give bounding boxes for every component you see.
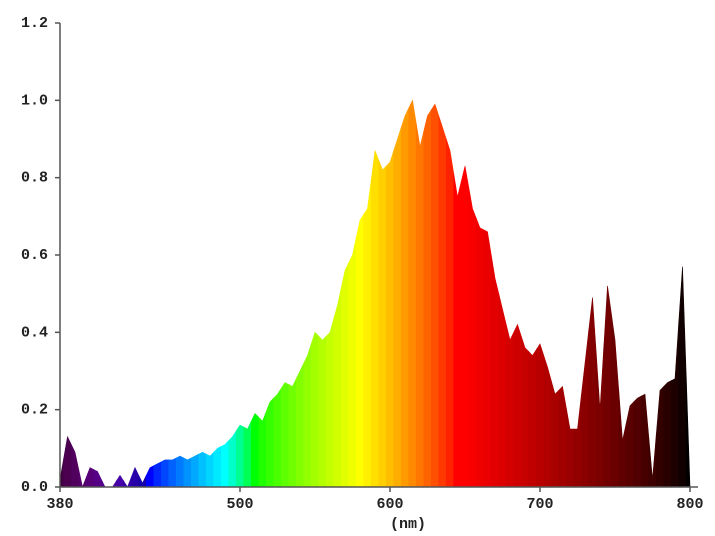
spectrum-segment [400,107,410,488]
spectrum-segment [670,322,680,488]
spectrum-segment [310,331,320,488]
spectrum-segment [333,287,342,488]
spectrum-segment [633,395,642,488]
spectrum-segment [160,459,170,488]
spectrum-segment [250,413,260,488]
spectrum-segment [78,469,87,489]
spectrum-segment [303,343,312,488]
spectrum-segment [550,380,560,488]
x-tick-label: 600 [376,496,403,513]
spectrum-segment [393,127,402,488]
spectrum-segment [423,108,432,488]
spectrum-segment [138,475,147,488]
y-tick-label: 0.4 [21,324,48,341]
spectrum-segment [363,179,372,488]
spectrum-segment [63,435,72,488]
spectrum-segment [280,382,290,488]
spectrum-segment [228,429,237,488]
spectrum-segment [648,434,657,488]
spectrum-segment [153,461,162,488]
spectrum-segment [205,451,215,488]
spectrum-segment [235,424,245,488]
y-tick-label: 0.2 [21,402,48,419]
spectrum-segment [663,380,672,488]
spectrum-segment [460,165,470,488]
spectrum-segment [603,285,612,488]
spectrum-segment [490,254,500,488]
spectrum-segment [175,455,185,488]
spectrum-segment [355,213,365,488]
spectrum-segment [678,266,687,488]
spectrum-segment [655,385,665,488]
spectrum-segment [453,173,462,488]
spectrum-segment [70,444,80,488]
spectrum-segment [543,355,552,488]
spectrum-segment [618,390,627,488]
spectrum-segment [385,150,395,488]
spectrum-segment [318,335,327,488]
spectrum-segment [535,343,545,488]
spectrum-segment [190,453,200,488]
spectrum-segment [445,138,455,488]
spectrum-segment [123,477,132,488]
spectrum-segment [625,401,635,488]
spectrum-segment [610,312,620,488]
spectrum-segment [370,150,380,488]
spectrum-segment [685,376,691,488]
spectrum-segment [348,237,357,488]
spectrum-segment [483,229,492,488]
spectrum-segment [145,465,155,488]
spectrum-segment [100,479,109,488]
spectrum-segment [93,469,102,488]
spectrum-segment [475,218,485,488]
y-tick-label: 1.0 [21,92,48,109]
spectrum-segment [573,396,582,488]
spectrum-segment [258,411,267,488]
spectrum-segment [520,336,530,488]
spectrum-segment [115,474,125,488]
y-tick-label: 0.0 [21,479,48,496]
spectrum-segment [408,99,417,488]
spectrum-segment [468,187,477,488]
spectrum-segment [430,103,440,488]
spectrum-segment [198,451,207,488]
y-tick-label: 0.8 [21,170,48,187]
spectrum-segment [213,445,222,488]
x-tick-label: 380 [46,496,73,513]
spectrum-segment [580,330,590,488]
spectrum-segment [513,323,522,488]
spectrum-segment [220,439,230,488]
x-tick-label: 700 [526,496,553,513]
y-tick-label: 0.6 [21,247,48,264]
spectrum-segment [183,457,192,488]
spectrum-segment [108,480,117,488]
spectrum-segment [273,387,282,488]
spectrum-segment [130,466,140,488]
x-tick-label: 800 [676,496,703,513]
spectrum-segment [565,407,575,488]
spectrum-segment [505,324,515,488]
spectrum-segment [378,160,387,488]
spectrum-segment [295,363,305,488]
spectrum-segment [340,262,350,488]
spectrum-segment [640,393,650,488]
spectrum-segment [325,318,335,488]
spectrum-segment [438,115,447,488]
spectrum-segment [288,378,297,488]
spectrum-segment [595,347,605,488]
x-axis-label: (nm) [390,516,426,533]
spectrum-segment [528,348,537,488]
y-tick-label: 1.2 [21,15,48,32]
spectrum-segment [85,467,95,488]
spectrum-segment [243,421,252,488]
spectrum-segment [558,385,567,488]
spectrum-segment [265,397,275,488]
spectrum-segment [168,457,177,488]
spectrum-segment [498,293,507,488]
spectrum-segment [415,123,425,488]
spectrum-segment [588,297,597,488]
x-tick-label: 500 [226,496,253,513]
